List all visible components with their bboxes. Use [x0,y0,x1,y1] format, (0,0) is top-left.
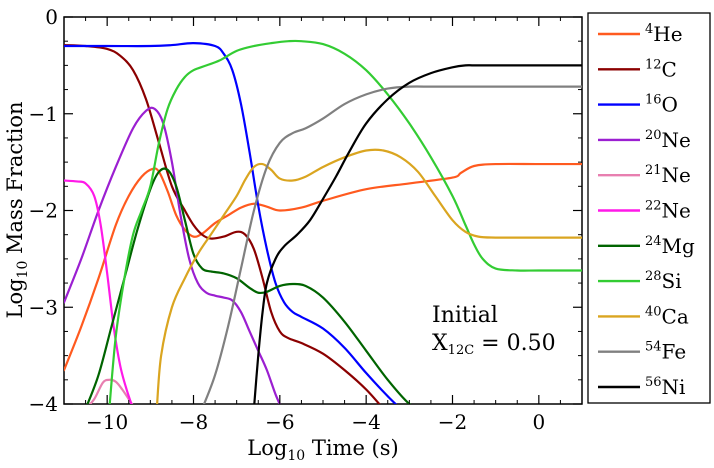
series-line-24Mg [86,167,412,404]
legend-label-4He: 4He [645,22,683,46]
legend-element-symbol: He [653,22,682,46]
x-tick-label: −8 [179,410,208,434]
y-tick-label: −4 [29,392,58,416]
legend-label-12C: 12C [645,57,677,81]
series-line-22Ne [64,179,133,404]
legend-mass-number: 12 [645,57,662,72]
legend-label-16O: 16O [645,93,678,117]
plot-frame [63,16,583,405]
legend-label-22Ne: 22Ne [645,199,691,223]
legend-element-symbol: O [662,93,678,117]
y-axis-title: Log10 Mass Fraction [3,102,31,319]
legend-mass-number: 56 [645,375,662,390]
y-tick-label: −2 [29,199,58,223]
legend-mass-number: 21 [645,163,662,178]
annotation-x-subscript: 12C [448,343,475,358]
series-line-20Ne [64,106,281,404]
legend-element-symbol: Ca [662,304,689,328]
legend-element-symbol: Mg [662,234,695,258]
legend-mass-number: 4 [645,22,653,37]
series-line-16O [64,42,398,404]
legend-label-40Ca: 40Ca [645,304,689,328]
legend-element-symbol: Ni [662,375,686,399]
legend-box [587,12,711,404]
legend: 4He12C16O20Ne21Ne22Ne24Mg28Si40Ca54Fe56N… [598,22,695,399]
legend-mass-number: 22 [645,199,662,214]
legend-element-symbol: Fe [662,340,687,364]
series-line-4He [64,162,582,372]
y-axis-title-sub: 10 [15,261,31,279]
x-tick-label: −10 [86,410,128,434]
legend-mass-number: 16 [645,93,662,108]
legend-mass-number: 28 [645,269,662,284]
x-tick-label: −6 [265,410,294,434]
legend-mass-number: 40 [645,304,662,319]
series-line-28Si [108,39,582,404]
legend-label-21Ne: 21Ne [645,163,691,187]
legend-element-symbol: C [662,57,677,81]
y-tick-label: −3 [29,295,58,319]
legend-label-56Ni: 56Ni [645,375,685,399]
legend-label-24Mg: 24Mg [645,234,695,258]
series-line-54Fe [202,85,582,404]
legend-label-54Fe: 54Fe [645,340,686,364]
annotation-x: X [432,331,448,356]
x-axis-title-sub: 10 [287,448,305,464]
x-tick-label: −4 [351,410,380,434]
x-axis-title: Log10 Time (s) [247,436,398,464]
legend-element-symbol: Ne [662,199,691,223]
legend-element-symbol: Ne [662,128,691,152]
legend-element-symbol: Si [662,269,682,293]
legend-mass-number: 20 [645,128,662,143]
annotation-initial: Initial [432,303,498,328]
series-line-12C [64,43,381,404]
legend-mass-number: 24 [645,234,662,249]
legend-label-20Ne: 20Ne [645,128,691,152]
y-axis-title-rest: Mass Fraction [3,102,27,261]
y-tick-label: 0 [45,5,58,29]
series-line-56Ni [253,64,582,404]
annotation-initial-x12c: X12C = 0.50 [432,331,556,358]
legend-mass-number: 54 [645,340,662,355]
x-tick-label: 0 [532,410,545,434]
legend-label-28Si: 28Si [645,269,682,293]
series-line-40Ca [156,148,582,404]
x-axis-title-rest: Time (s) [305,436,399,460]
legend-element-symbol: Ne [662,163,691,187]
annotation-x-value: = 0.50 [474,331,555,356]
y-tick-label: −1 [29,102,58,126]
x-tick-label: −2 [438,410,467,434]
